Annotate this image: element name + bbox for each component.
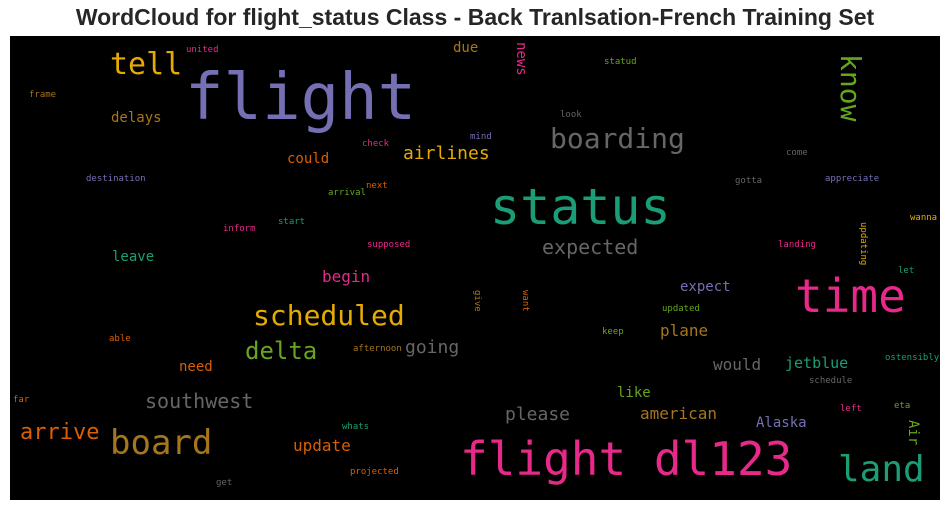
word-american: american (640, 404, 718, 423)
word-please: please (505, 404, 571, 425)
word-want: want (520, 290, 530, 312)
word-whats: whats (342, 422, 370, 432)
word-appreciate: appreciate (825, 174, 880, 184)
word-mind: mind (470, 132, 492, 142)
word-flight-dl123: flight dl123 (460, 432, 793, 486)
word-updating: updating (858, 222, 868, 266)
word-eta: eta (894, 401, 911, 411)
word-landing: landing (778, 240, 816, 250)
word-leave: leave (112, 249, 155, 265)
word-far: far (13, 395, 30, 405)
word-news: news (513, 42, 529, 76)
word-projected: projected (350, 467, 399, 477)
word-due: due (453, 40, 479, 56)
word-able: able (109, 334, 131, 344)
word-updated: updated (662, 304, 700, 314)
word-update: update (293, 436, 351, 455)
word-ostensibly: ostensibly (885, 353, 940, 363)
word-would: would (713, 355, 762, 374)
word-plane: plane (660, 321, 709, 340)
word-look: look (560, 110, 582, 120)
word-airlines: airlines (403, 143, 490, 164)
chart-title: WordCloud for flight_status Class - Back… (75, 4, 875, 30)
word-next: next (366, 181, 388, 191)
word-statud: statud (604, 57, 637, 67)
word-status: status (490, 178, 671, 236)
word-begin: begin (322, 267, 371, 286)
word-gotta: gotta (735, 176, 763, 186)
word-inform: inform (223, 224, 256, 234)
word-expect: expect (680, 279, 731, 295)
word-flight: flight (185, 61, 417, 135)
word-delta: delta (245, 337, 318, 365)
word-wanna: wanna (910, 213, 938, 223)
word-start: start (278, 217, 306, 227)
word-need: need (179, 359, 213, 375)
word-like: like (617, 385, 651, 401)
word-get: get (216, 478, 233, 488)
word-keep: keep (602, 327, 624, 337)
wordcloud-canvas: flight status flight dl123 time board land boa… (10, 36, 940, 500)
word-southwest: southwest (145, 389, 254, 413)
word-time: time (795, 269, 906, 323)
word-afternoon: afternoon (353, 344, 402, 354)
word-let: let (898, 266, 915, 276)
word-board: board (110, 423, 213, 463)
word-schedule: schedule (809, 376, 853, 386)
word-expected: expected (542, 235, 639, 259)
word-going: going (405, 337, 460, 358)
word-arrive: arrive (20, 420, 100, 445)
word-arrival: arrival (328, 188, 366, 198)
word-check: check (362, 139, 390, 149)
word-alaska: Alaska (756, 415, 807, 431)
word-scheduled: scheduled (253, 299, 405, 332)
word-know: know (834, 54, 867, 122)
word-give: give (472, 290, 482, 312)
word-supposed: supposed (367, 240, 411, 250)
word-united: united (186, 45, 219, 55)
word-could: could (287, 151, 330, 167)
word-jetblue: jetblue (785, 354, 849, 372)
word-frame: frame (29, 90, 57, 100)
word-air: Air (905, 420, 921, 446)
word-left: left (840, 404, 862, 414)
word-tell: tell (110, 47, 183, 82)
word-land: land (838, 449, 925, 490)
word-boarding: boarding (550, 122, 685, 155)
word-delays: delays (111, 110, 162, 126)
word-come: come (786, 148, 808, 158)
word-destination: destination (86, 174, 146, 184)
